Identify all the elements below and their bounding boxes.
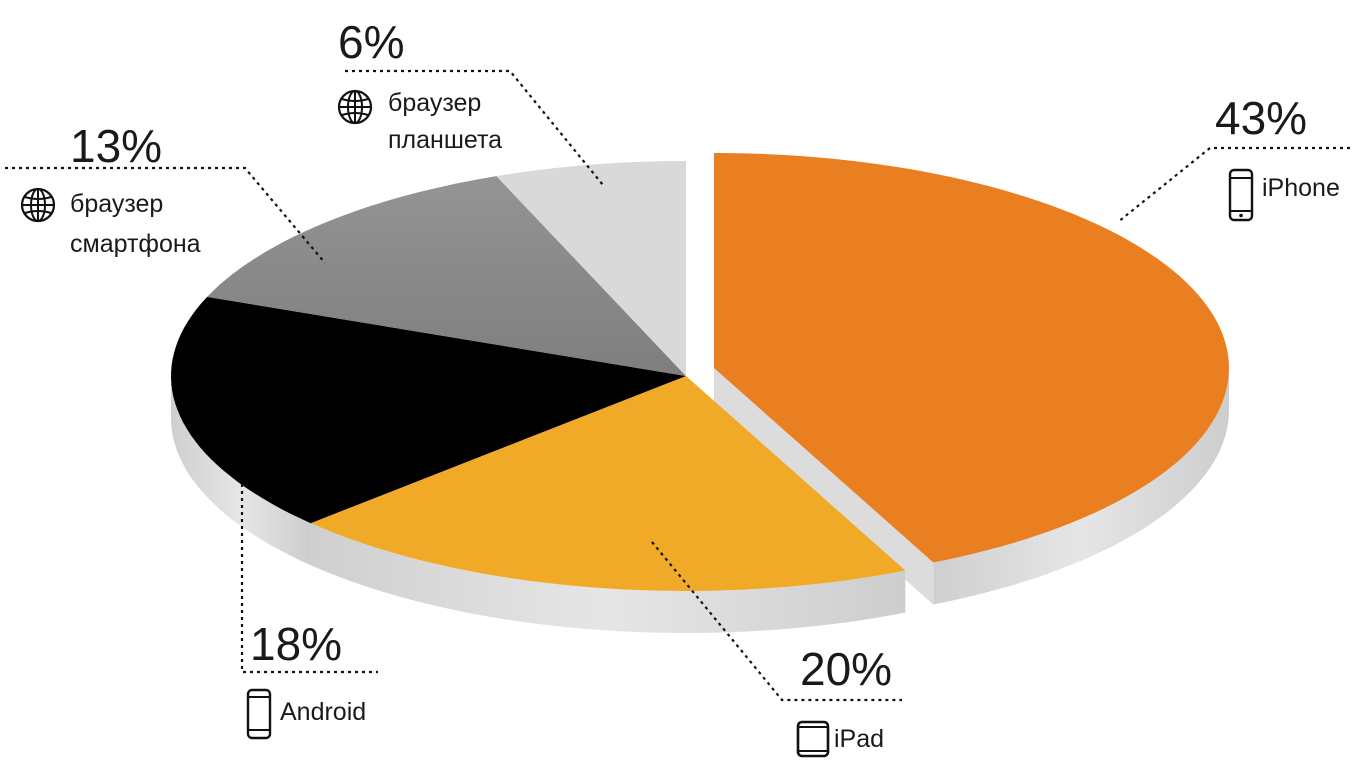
label-iphone: iPhone <box>1262 174 1340 202</box>
globe-icon <box>337 89 373 125</box>
value-label-tablet-browser: 6% <box>338 16 404 68</box>
tablet-icon <box>796 720 830 758</box>
leader-lines <box>5 69 1350 702</box>
label-tablet-browser-line2: планшета <box>388 126 502 154</box>
pie-slice-iphone <box>714 153 1229 563</box>
pie-slice-android <box>171 296 686 524</box>
slice-label-android: 18% Android <box>246 618 366 740</box>
value-label-ipad: 20% <box>800 643 892 695</box>
pie-slice-phone_browser <box>207 176 686 376</box>
smartphone-icon <box>1228 168 1254 222</box>
label-ipad: iPad <box>834 725 884 753</box>
label-phone-browser-line1: браузер <box>70 190 163 218</box>
leader-line-ipad <box>651 541 902 702</box>
value-label-phone-browser: 13% <box>70 120 162 172</box>
pie-wall-iphone <box>714 368 934 605</box>
leader-line-phone-browser <box>5 166 326 264</box>
pie-side-ipad <box>310 523 906 633</box>
pie-side-iphone <box>933 368 1229 605</box>
slice-label-phone-browser: 13% браузер смартфона <box>20 120 201 258</box>
slice-label-iphone: 43% iPhone <box>1215 92 1340 222</box>
value-label-iphone: 43% <box>1215 92 1307 144</box>
slice-label-tablet-browser: 6% браузер планшета <box>337 16 502 154</box>
leader-line-iphone <box>1117 146 1350 223</box>
pie-slice-tablet_browser <box>496 161 686 376</box>
globe-icon <box>20 187 56 223</box>
pie-side-android <box>171 376 311 566</box>
smartphone-icon <box>246 688 272 740</box>
label-phone-browser-line2: смартфона <box>70 230 201 258</box>
value-label-android: 18% <box>250 618 342 670</box>
slice-label-ipad: 20% iPad <box>796 643 892 758</box>
label-tablet-browser-line1: браузер <box>388 89 481 117</box>
pie-slice-ipad <box>310 376 906 591</box>
label-android: Android <box>280 698 366 726</box>
pie-slices <box>171 153 1229 633</box>
